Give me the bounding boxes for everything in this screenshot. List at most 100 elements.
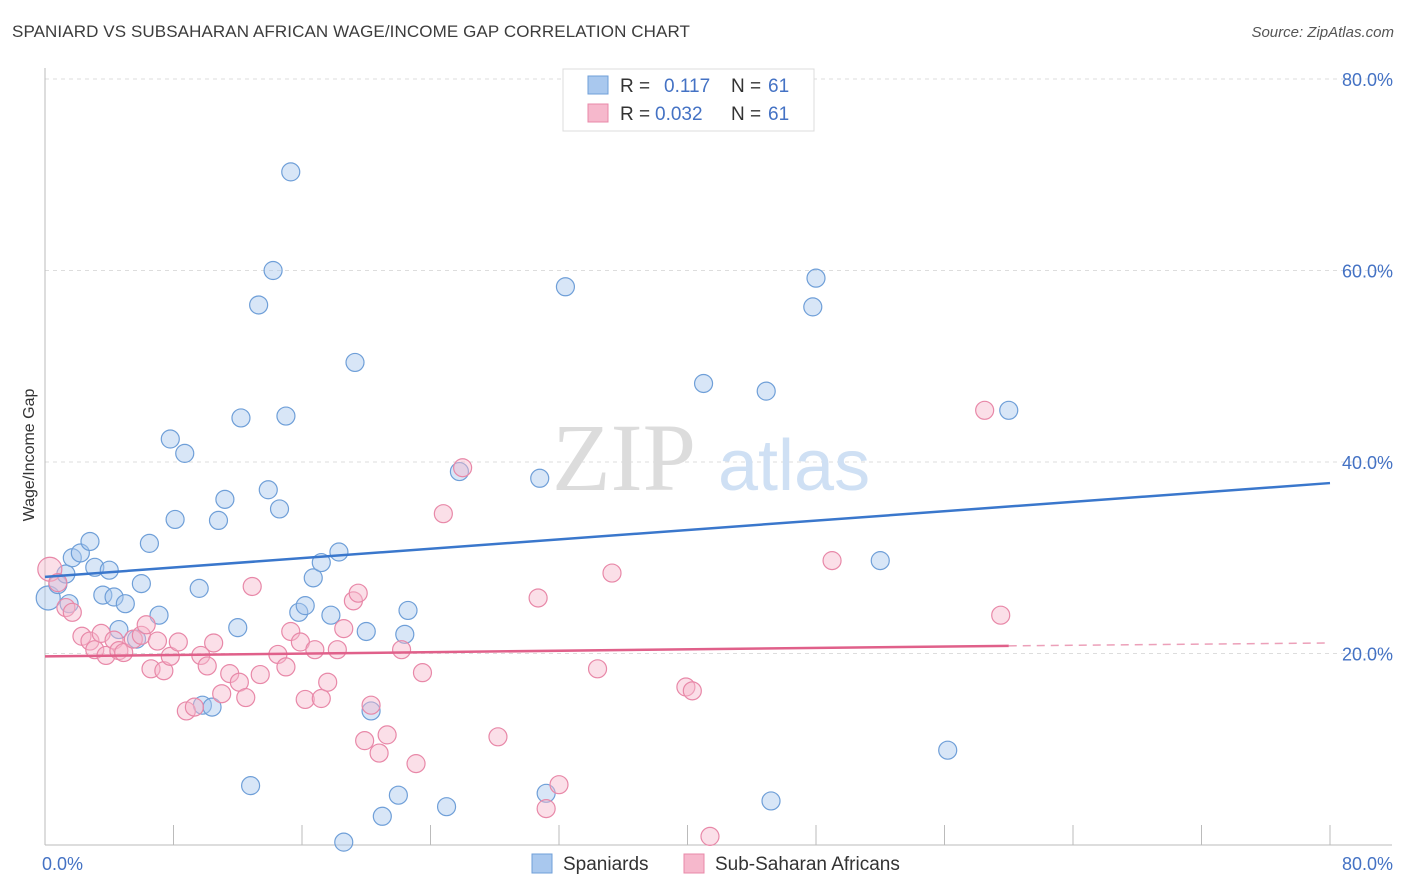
watermark: ZIP atlas	[552, 404, 870, 511]
subsaharan-point-56	[587, 659, 608, 679]
legend-r-value-pink: 0.032	[655, 104, 703, 125]
subsaharan-point-50	[433, 504, 453, 524]
spaniards-point-51	[555, 277, 576, 297]
spaniards-point-42	[361, 701, 381, 721]
subsaharan-point-62	[975, 400, 995, 420]
subsaharan-trend-extension	[1008, 642, 1331, 647]
subsaharan-point-33	[281, 621, 301, 642]
subsaharan-point-24	[204, 633, 224, 653]
series-legend-swatch-subsaharan	[683, 853, 705, 874]
subsaharan-point-37	[311, 688, 331, 709]
subsaharan-point-36	[305, 640, 325, 660]
spaniards-point-11	[115, 594, 135, 614]
spaniards-point-39	[334, 832, 354, 852]
spaniards-point-8	[99, 560, 119, 580]
subsaharan-point-39	[327, 640, 347, 660]
x-tick-label-80: 80.0%	[1342, 854, 1393, 874]
subsaharan-point-53	[528, 588, 548, 608]
spaniards-point-19	[189, 578, 209, 598]
legend-r-label-blue: R =	[620, 76, 650, 97]
subsaharan-point-18	[160, 646, 180, 666]
spaniards-point-28	[258, 480, 278, 500]
spaniards-point-9	[104, 587, 124, 607]
spaniards-point-0	[35, 585, 61, 611]
chart-title: SPANIARD VS SUBSAHARAN AFRICAN WAGE/INCO…	[12, 22, 691, 41]
subsaharan-point-30	[250, 664, 270, 685]
spaniards-point-5	[80, 531, 100, 552]
subsaharan-point-63	[991, 605, 1011, 625]
subsaharan-point-29	[242, 576, 262, 597]
subsaharan-point-45	[369, 743, 389, 763]
trend-lines	[44, 481, 1331, 658]
axes	[44, 68, 1392, 846]
subsaharan-point-1	[48, 573, 68, 593]
spaniards-point-58	[938, 740, 958, 760]
spaniards-point-44	[388, 785, 408, 805]
subsaharan-point-42	[348, 583, 368, 603]
y-tick-label-20: 20.0%	[1342, 645, 1393, 665]
subsaharan-point-48	[406, 754, 426, 774]
y-tick-label-40: 40.0%	[1342, 453, 1393, 473]
subsaharan-point-54	[536, 799, 556, 819]
legend-r-value-blue: 0.117	[664, 76, 710, 97]
subsaharan-point-19	[168, 632, 188, 652]
subsaharan-point-57	[602, 563, 622, 583]
spaniards-point-31	[276, 406, 296, 426]
spaniards-point-35	[303, 568, 323, 588]
subsaharan-point-38	[318, 672, 338, 692]
spaniards-point-34	[295, 596, 315, 616]
subsaharan-point-51	[453, 458, 473, 478]
spaniards-point-54	[761, 791, 781, 811]
tick-labels: 20.0% 40.0% 60.0% 80.0% 0.0% 80.0%	[42, 70, 1393, 874]
spaniards-point-40	[345, 352, 365, 373]
spaniards-point-24	[228, 618, 248, 638]
subsaharan-point-40	[334, 619, 354, 639]
spaniards-point-27	[249, 295, 269, 315]
subsaharan-point-6	[85, 640, 105, 660]
watermark-atlas: atlas	[718, 426, 870, 506]
spaniards-point-52	[693, 373, 714, 394]
spaniards-point-41	[356, 621, 376, 642]
spaniards-point-17	[165, 509, 185, 530]
spaniards-point-26	[241, 776, 261, 796]
spaniards-point-38	[329, 542, 349, 562]
series-legend-swatch-spaniards	[531, 853, 553, 874]
subsaharan-point-3	[62, 602, 82, 622]
grid-lines	[45, 78, 1392, 654]
subsaharan-point-16	[147, 631, 168, 651]
legend-n-label-pink: N =	[731, 104, 761, 125]
y-tick-label-80: 80.0%	[1342, 70, 1393, 90]
legend-r-label-pink: R =	[620, 104, 650, 125]
subsaharan-point-47	[391, 640, 412, 660]
subsaharan-point-28	[236, 687, 256, 708]
subsaharan-point-14	[136, 615, 156, 635]
spaniards-point-57	[870, 551, 890, 571]
spaniards-point-23	[215, 489, 235, 509]
subsaharan-point-52	[488, 727, 508, 747]
spaniards-point-59	[999, 400, 1019, 420]
spaniards-point-37	[321, 605, 341, 625]
spaniards-point-14	[139, 533, 160, 553]
spaniards-point-13	[131, 574, 151, 594]
subsaharan-point-35	[295, 689, 315, 710]
subsaharan-point-61	[822, 551, 842, 571]
legend-swatch-pink	[587, 103, 609, 123]
spaniards-point-55	[803, 297, 823, 317]
spaniards-point-18	[175, 443, 195, 463]
subsaharan-point-46	[377, 725, 397, 745]
spaniards-point-53	[756, 381, 776, 401]
spaniards-point-25	[231, 408, 251, 428]
y-tick-label-60: 60.0%	[1342, 262, 1393, 282]
spaniards-point-29	[263, 260, 283, 281]
subsaharan-points	[37, 400, 1011, 846]
subsaharan-point-21	[184, 697, 204, 717]
spaniards-point-47	[436, 797, 457, 817]
series-legend-label-spaniards: Spaniards	[563, 854, 649, 875]
spaniards-point-16	[160, 429, 180, 449]
subsaharan-point-59	[682, 681, 702, 701]
legend-swatch-blue	[587, 75, 609, 95]
spaniards-points	[35, 162, 1019, 852]
subsaharan-trend-line	[44, 644, 1009, 658]
subsaharan-point-55	[549, 775, 569, 795]
subsaharan-point-60	[700, 826, 720, 846]
